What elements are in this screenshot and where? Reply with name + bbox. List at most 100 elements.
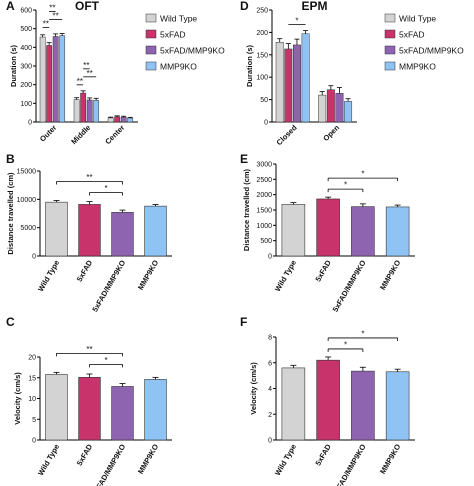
- bar-center-1: [114, 116, 121, 123]
- x-tick-label: Open: [321, 123, 341, 143]
- y-tick-label: 100: [20, 101, 32, 108]
- y-tick-label: 10000: [17, 197, 37, 204]
- y-axis-label: Distance travelled (cm): [6, 172, 15, 255]
- x-tick-label: 5xFAD/MMP9KO: [331, 258, 368, 313]
- y-tick-label: 0: [32, 438, 36, 445]
- significance-label: **: [53, 12, 59, 21]
- legend-swatch: [384, 13, 396, 23]
- significance-label: **: [49, 4, 55, 13]
- y-tick-label: 200: [256, 30, 268, 37]
- y-tick-label: 8: [268, 335, 272, 342]
- y-tick-label: 100: [256, 75, 268, 82]
- bar-0: [281, 204, 306, 257]
- bar-2: [111, 212, 134, 257]
- bar-2: [351, 206, 375, 257]
- bar-0: [45, 201, 68, 257]
- x-tick-label: 5xFAD: [313, 258, 333, 283]
- bar-1: [78, 204, 101, 257]
- bar-open-2: [335, 93, 344, 123]
- panel-f: F 0 2 4 6 8 Velocity (cm/s) Wild Type 5xFAD5xFAD…: [240, 315, 415, 486]
- y-tick-label: 2500: [256, 177, 272, 184]
- x-tick-label: MMP9KO: [136, 258, 160, 291]
- bar-1: [316, 359, 340, 441]
- significance-label: **: [77, 77, 83, 86]
- y-tick-label: 300: [20, 64, 32, 71]
- y-tick-label: 6: [268, 360, 272, 367]
- y-tick-label: 0: [28, 120, 32, 127]
- legend-label: 5xFAD: [399, 30, 425, 40]
- x-tick-label: Wild Type: [36, 443, 61, 478]
- y-tick-label: 15: [28, 375, 36, 382]
- legend-swatch: [384, 29, 396, 39]
- bar-closed-2: [293, 44, 301, 123]
- legend-swatch: [145, 13, 157, 23]
- legend-label: MMP9KO: [399, 62, 436, 72]
- panel-letter: B: [6, 152, 15, 166]
- bar-middle-1: [80, 92, 87, 123]
- x-tick-label: 5xFAD: [75, 442, 95, 467]
- significance-label: *: [295, 17, 298, 26]
- bar-outer-2: [52, 36, 59, 123]
- y-axis-label: Duration (s): [245, 44, 254, 87]
- bar-outer-1: [46, 45, 53, 123]
- y-axis-label: Velocity (cm/s): [13, 372, 22, 425]
- panel-a: A OFT 0 100 200 300 400 500 600 Duration (s) Outer…: [6, 0, 225, 146]
- legend-swatch: [145, 45, 157, 55]
- bar-open-3: [344, 101, 353, 123]
- legend-swatch: [384, 61, 396, 71]
- panel-e: E 0 500 1000 1500 2000 2500 3000 Distance travel…: [240, 152, 415, 314]
- significance-label: *: [361, 170, 364, 179]
- panel-letter: A: [6, 0, 15, 13]
- bar-middle-0: [73, 99, 80, 123]
- legend-swatch: [145, 29, 157, 39]
- x-tick-label: Wild Type: [273, 259, 298, 294]
- x-tick-label: Middle: [69, 123, 92, 146]
- bar-1: [316, 198, 340, 257]
- bar-center-3: [127, 117, 134, 123]
- bar-closed-0: [275, 42, 284, 123]
- bar-middle-3: [93, 100, 100, 123]
- legend-label: Wild Type: [160, 14, 197, 24]
- significance-label: *: [104, 356, 107, 365]
- y-axis-label: Duration (s): [9, 44, 18, 87]
- bar-0: [45, 374, 68, 441]
- bar-center-0: [107, 117, 114, 123]
- bar-open-1: [326, 89, 335, 123]
- y-tick-label: 10: [28, 396, 36, 403]
- bar-middle-2: [86, 99, 93, 123]
- x-tick-label: Closed: [275, 123, 299, 147]
- legend-label: 5xFAD: [160, 30, 186, 40]
- bar-0: [281, 367, 306, 441]
- y-tick-label: 0: [264, 120, 268, 127]
- bar-3: [144, 379, 167, 441]
- chart-title: OFT: [75, 0, 100, 13]
- y-tick-label: 15000: [17, 169, 37, 176]
- y-tick-label: 4: [268, 386, 272, 393]
- significance-label: **: [86, 345, 92, 354]
- y-tick-label: 400: [20, 45, 32, 52]
- y-tick-label: 5: [32, 417, 36, 424]
- panel-letter: C: [6, 315, 15, 329]
- bar-3: [144, 205, 167, 257]
- x-tick-label: 5xFAD/MMP9KO: [90, 442, 127, 486]
- y-tick-label: 20: [28, 355, 36, 362]
- x-tick-label: 5xFAD: [75, 258, 95, 283]
- bar-3: [385, 206, 410, 257]
- x-tick-label: Wild Type: [273, 443, 298, 478]
- x-tick-label: MMP9KO: [378, 258, 402, 291]
- bar-closed-1: [284, 48, 293, 123]
- bar-1: [78, 377, 101, 441]
- significance-label: **: [83, 61, 89, 70]
- chart-title: EPM: [301, 0, 327, 13]
- bar-3: [385, 371, 410, 441]
- x-tick-label: 5xFAD: [313, 442, 333, 467]
- y-tick-label: 0: [268, 438, 272, 445]
- bar-outer-3: [59, 35, 66, 123]
- x-tick-label: Center: [103, 123, 126, 146]
- y-tick-label: 1500: [256, 208, 272, 215]
- y-tick-label: 200: [20, 82, 32, 89]
- significance-label: **: [87, 69, 93, 78]
- y-tick-label: 5000: [20, 225, 36, 232]
- legend-swatch: [145, 61, 157, 71]
